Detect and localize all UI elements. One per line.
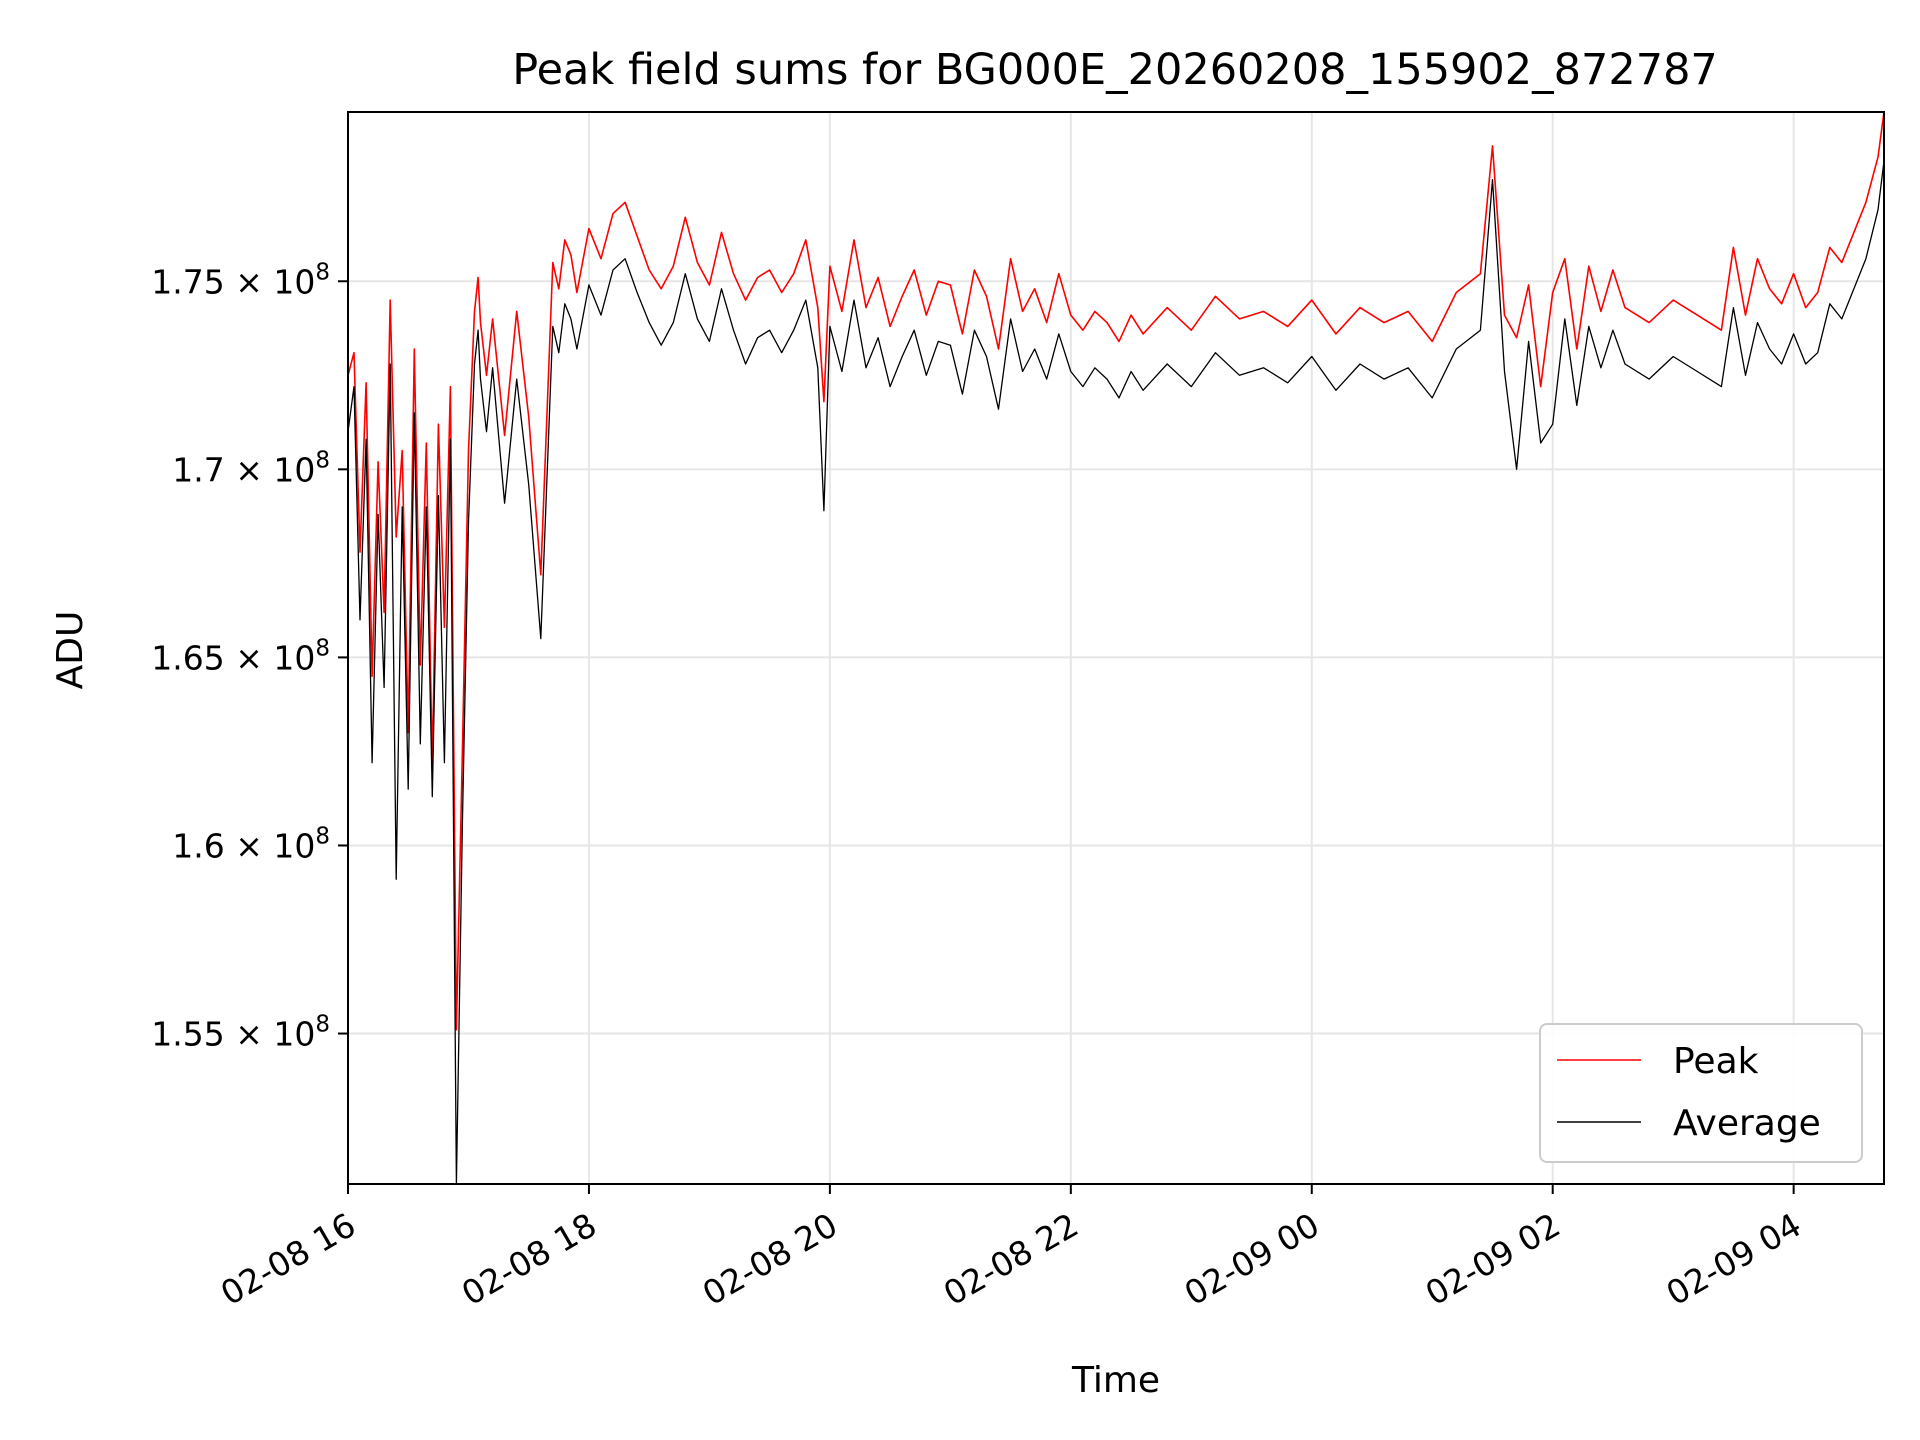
y-tick-mantissa: 1.55 (151, 1015, 224, 1054)
y-tick-exponent: 8 (315, 635, 330, 661)
series-lines (347, 111, 1885, 1185)
y-axis-label: ADU (50, 611, 91, 690)
y-tick-times-ten: × 10 (225, 1015, 316, 1054)
legend-label-average: Average (1673, 1103, 1821, 1144)
y-tick-exponent: 8 (315, 447, 330, 473)
y-tick-mantissa: 1.6 (172, 826, 224, 865)
y-tick-label: 1.6 × 108 (172, 823, 330, 865)
y-tick-label: 1.75 × 108 (151, 259, 330, 301)
series-line-peak (347, 111, 1885, 1031)
y-tick-mantissa: 1.7 (172, 450, 224, 489)
y-tick-times-ten: × 10 (225, 638, 316, 677)
x-axis-label: Time (1071, 1360, 1160, 1401)
plot-area-frame (347, 111, 1885, 1185)
series-line-average (347, 160, 1885, 1185)
y-tick-mantissa: 1.65 (151, 638, 224, 677)
y-tick-times-ten: × 10 (225, 450, 316, 489)
y-tick-exponent: 8 (315, 823, 330, 849)
y-tick-mantissa: 1.75 (151, 262, 224, 301)
y-tick-label: 1.55 × 108 (151, 1012, 330, 1054)
y-tick-label: 1.65 × 108 (151, 635, 330, 677)
y-tick-exponent: 8 (315, 1012, 330, 1038)
y-tick-times-ten: × 10 (225, 262, 316, 301)
chart-title: Peak field sums for BG000E_20260208_1559… (512, 45, 1718, 95)
y-tick-exponent: 8 (315, 259, 330, 285)
legend: Peak Average (1539, 1023, 1863, 1163)
y-tick-label: 1.7 × 108 (172, 447, 330, 489)
y-tick-times-ten: × 10 (225, 826, 316, 865)
legend-label-peak: Peak (1673, 1041, 1759, 1082)
legend-box (1539, 1023, 1863, 1163)
